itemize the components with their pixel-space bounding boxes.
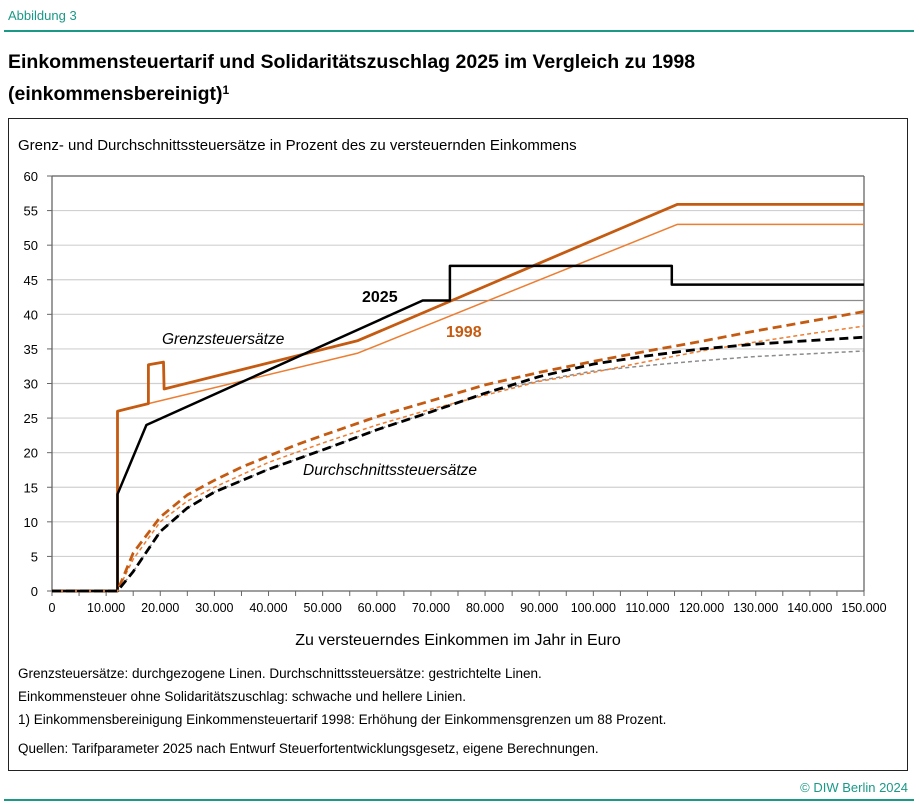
series-line-marg2025: [52, 264, 864, 593]
bottom-divider: [4, 799, 914, 801]
series-line-avg1998_light: [52, 325, 865, 592]
sources: Quellen: Tarifparameter 2025 nach Entwur…: [18, 741, 599, 756]
y-tick-label: 15: [24, 480, 38, 495]
y-tick-label: 60: [24, 169, 38, 184]
x-tick-label: 70.000: [412, 601, 450, 615]
figure-label: Abbildung 3: [8, 8, 77, 23]
top-divider: [4, 30, 914, 32]
x-tick-label: 0: [49, 601, 56, 615]
y-tick-label: 55: [24, 204, 38, 219]
y-tick-label: 45: [24, 273, 38, 288]
series-line-avg2025: [52, 335, 865, 593]
x-tick-label: 30.000: [195, 601, 233, 615]
xlabel: Zu versteuerndes Einkommen im Jahr in Eu…: [295, 632, 621, 649]
x-tick-label: 100.000: [571, 601, 616, 615]
chart-frame: [8, 118, 908, 771]
y-tick-label: 35: [24, 342, 38, 357]
note-line-1: Grenzsteuersätze: durchgezogene Linen. D…: [18, 666, 542, 681]
x-tick-label: 150.000: [841, 601, 886, 615]
copyright: © DIW Berlin 2024: [800, 780, 908, 795]
y-tick-label: 5: [31, 549, 38, 564]
y-tick-label: 20: [24, 446, 38, 461]
label-1998: 1998: [446, 324, 482, 341]
x-tick-label: 10.000: [87, 601, 125, 615]
x-tick-label: 110.000: [625, 601, 669, 615]
x-tick-label: 120.000: [679, 601, 724, 615]
x-tick-label: 40.000: [249, 601, 287, 615]
x-tick-label: 140.000: [787, 601, 832, 615]
note-line-2: Einkommensteuer ohne Solidaritätszuschla…: [18, 689, 467, 704]
y-tick-label: 25: [24, 411, 38, 426]
gridlines: [52, 175, 864, 558]
title-line-1: Einkommensteuertarif und Solidaritätszus…: [8, 51, 696, 73]
label-2025: 2025: [362, 289, 398, 306]
title-line-2: (einkommensbereinigt): [8, 83, 223, 105]
x-tick-label: 80.000: [466, 601, 504, 615]
x-tick-label: 20.000: [141, 601, 179, 615]
y-tick-label: 40: [24, 307, 38, 322]
x-tick-label: 130.000: [733, 601, 778, 615]
label-average-rates: Durchschnittssteuersätze: [303, 462, 477, 479]
y-tick-label: 30: [24, 377, 38, 392]
figure-title: Einkommensteuertarif und Solidaritätszus…: [8, 46, 908, 110]
series-lines: [52, 202, 865, 593]
y-tick-label: 10: [24, 515, 38, 530]
x-tick-label: 90.000: [520, 601, 558, 615]
label-marginal-rates: Grenzsteuersätze: [162, 331, 285, 348]
note-line-3: 1) Einkommensbereinigung Einkommensteuer…: [18, 712, 667, 727]
y-tick-label: 50: [24, 238, 38, 253]
x-tick-label: 50.000: [304, 601, 342, 615]
title-footnote-marker: 1: [222, 83, 230, 97]
series-line-avg1998: [52, 310, 865, 593]
chart-title: Grenz- und Durchschnittssteuersätze in P…: [18, 137, 577, 154]
y-tick-label: 0: [31, 584, 38, 599]
x-tick-label: 60.000: [358, 601, 396, 615]
